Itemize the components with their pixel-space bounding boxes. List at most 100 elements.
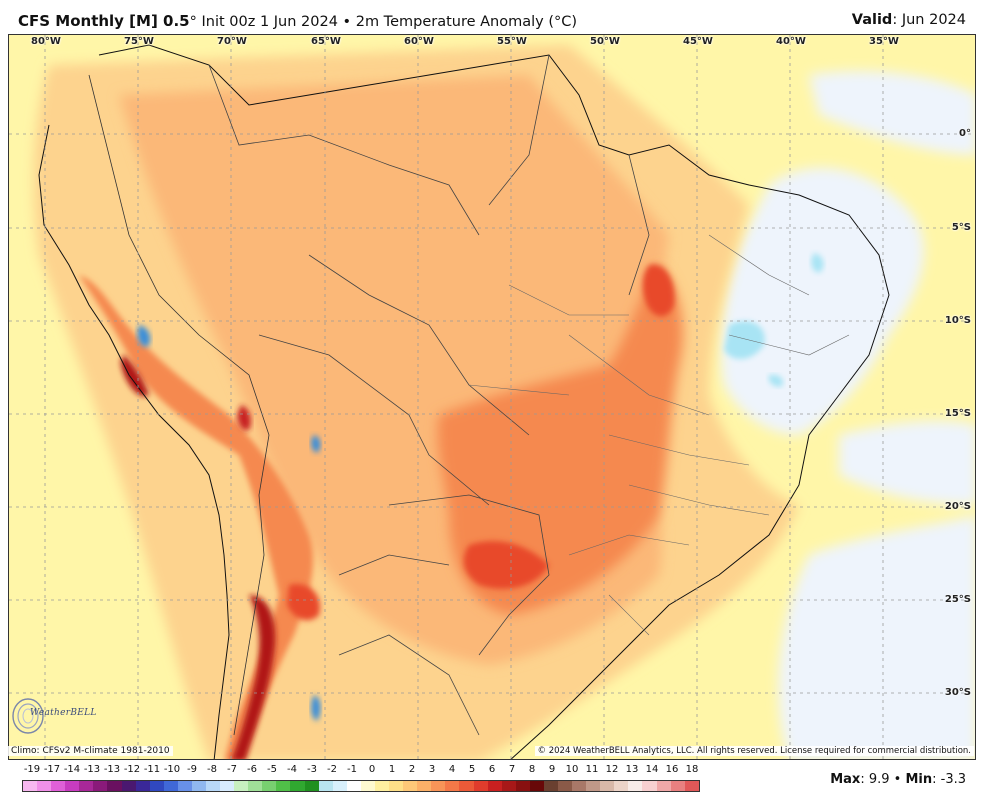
very-hot-bolivia-spot <box>237 405 252 431</box>
legend-swatch <box>93 781 108 791</box>
hot-argentina-spot <box>287 584 320 621</box>
legend-swatch <box>276 781 291 791</box>
legend-label: -6 <box>247 764 257 775</box>
title-subtitle: ° Init 00z 1 Jun 2024 • 2m Temperature A… <box>189 14 578 30</box>
very-hot-andes-south <box>231 595 276 759</box>
cool-region-south-atlantic <box>778 515 975 759</box>
lon-label: 75°W <box>124 36 154 47</box>
graticule <box>9 35 975 759</box>
legend-swatch <box>656 781 671 791</box>
legend-swatch <box>206 781 221 791</box>
legend-label: -3 <box>307 764 317 775</box>
legend-label: 10 <box>565 764 579 775</box>
legend-swatch <box>191 781 207 791</box>
map-canvas <box>9 35 975 759</box>
legend-label: 9 <box>548 764 556 775</box>
legend-label: 1 <box>388 764 396 775</box>
legend-label: 18 <box>685 764 699 775</box>
cool-spot-ceara <box>811 253 824 273</box>
cool-region-east-atlantic <box>839 420 975 505</box>
cool-spot-northeast-brazil <box>724 321 765 360</box>
cool-region-north-atlantic <box>809 71 975 155</box>
legend-swatch <box>628 781 643 791</box>
legend-label: 12 <box>605 764 619 775</box>
hot-core-paraguay-south-brazil <box>463 541 549 589</box>
legend-label: 13 <box>625 764 639 775</box>
legend-swatch <box>318 781 333 791</box>
copyright-note: © 2024 WeatherBELL Analytics, LLC. All r… <box>534 746 974 756</box>
legend-label: -11 <box>143 764 161 775</box>
lat-label: 30°S <box>944 687 971 698</box>
cold-spot-peru <box>137 325 151 347</box>
chart-title: CFS Monthly [M] 0.5° Init 00z 1 Jun 2024… <box>18 12 577 30</box>
legend-swatch <box>149 781 164 791</box>
legend-swatch <box>431 781 446 791</box>
legend-label: 11 <box>585 764 599 775</box>
max-min-stats: Max: 9.9 • Min: -3.3 <box>830 772 966 787</box>
legend-swatch <box>417 781 432 791</box>
lon-label: 60°W <box>404 36 434 47</box>
legend-swatch <box>65 781 80 791</box>
lat-label: 25°S <box>944 594 971 605</box>
legend-swatch <box>135 781 150 791</box>
legend-bar <box>22 780 700 792</box>
legend-label: -7 <box>227 764 237 775</box>
legend-swatch <box>346 781 361 791</box>
valid-value: : Jun 2024 <box>892 12 966 28</box>
legend-label: 6 <box>488 764 496 775</box>
min-label: Min <box>905 772 933 787</box>
lat-label: 10°S <box>944 315 971 326</box>
lat-label: 0° <box>959 128 971 139</box>
warm-strong-brazil-center <box>437 265 683 615</box>
cold-spot-bolivia <box>311 435 321 453</box>
legend-label: -2 <box>327 764 337 775</box>
coastline <box>98 44 890 759</box>
legend-swatch <box>220 781 235 791</box>
cool-spot-offshore <box>768 374 784 387</box>
legend-label: 14 <box>645 764 659 775</box>
legend-label: -8 <box>207 764 217 775</box>
legend-swatch <box>177 781 192 791</box>
legend-label: -5 <box>267 764 277 775</box>
legend-swatch <box>515 781 530 791</box>
climo-note: Climo: CFSv2 M-climate 1981-2010 <box>8 746 173 756</box>
legend-swatch <box>121 781 136 791</box>
legend-label: -17 <box>43 764 61 775</box>
very-hot-andes-peru <box>121 355 149 397</box>
legend-label: -14 <box>63 764 81 775</box>
legend-swatch <box>473 781 488 791</box>
cool-region-northeast-coast <box>720 167 924 435</box>
legend-swatch <box>262 781 277 791</box>
legend-swatch <box>79 781 94 791</box>
anomaly-map[interactable]: 80°W 75°W 70°W 65°W 60°W 55°W 50°W 45°W 40°W 35°W… <box>8 34 976 760</box>
max-value: : 9.9 <box>860 772 890 787</box>
legend-swatch <box>107 781 122 791</box>
country-borders <box>208 54 650 736</box>
legend-swatch <box>684 781 699 791</box>
lat-label: 15°S <box>944 408 971 419</box>
legend-label: -12 <box>123 764 141 775</box>
legend-swatch <box>459 781 474 791</box>
lon-label: 45°W <box>683 36 713 47</box>
legend-swatch <box>304 781 319 791</box>
legend-swatch <box>374 781 390 791</box>
legend-swatch <box>642 781 657 791</box>
legend-labels: -19 -17 -14 -13 -13 -12 -11 -10 -9 -8 -7 -6 -5 -4 -3 -2… <box>22 764 702 778</box>
title-main: CFS Monthly [M] 0.5 <box>18 12 190 30</box>
legend-swatch <box>403 781 418 791</box>
legend-swatch <box>389 781 404 791</box>
legend-label: -4 <box>287 764 297 775</box>
legend-label: -10 <box>163 764 181 775</box>
legend-label: 0 <box>368 764 376 775</box>
legend-label: 2 <box>408 764 416 775</box>
legend-label: 8 <box>528 764 536 775</box>
legend-swatch <box>501 781 516 791</box>
legend-label: 16 <box>665 764 679 775</box>
legend-swatch <box>290 781 305 791</box>
stats-separator: • <box>889 772 906 787</box>
lon-label: 80°W <box>31 36 61 47</box>
legend-swatch <box>360 781 375 791</box>
legend-label: -1 <box>347 764 357 775</box>
legend-swatch <box>248 781 263 791</box>
valid-label: Valid <box>851 12 893 28</box>
